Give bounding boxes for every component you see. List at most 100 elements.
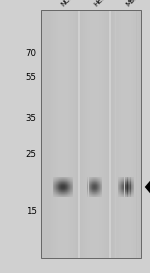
Bar xyxy=(88,192,89,193)
Bar xyxy=(65,184,66,185)
Bar xyxy=(117,10,118,258)
Bar xyxy=(129,189,130,190)
Bar xyxy=(50,10,51,258)
Bar xyxy=(55,179,56,180)
Bar xyxy=(61,188,62,189)
Bar xyxy=(56,179,57,180)
Bar xyxy=(127,191,128,192)
Bar xyxy=(124,180,125,181)
Bar xyxy=(63,191,64,192)
Bar xyxy=(94,196,95,197)
Bar xyxy=(58,192,59,193)
Bar xyxy=(54,10,55,258)
Bar xyxy=(56,177,57,178)
Bar xyxy=(98,193,99,194)
Bar xyxy=(54,194,55,195)
Bar xyxy=(118,191,119,192)
Text: Ms.liver: Ms.liver xyxy=(124,0,148,8)
Bar xyxy=(89,185,90,186)
Bar xyxy=(121,183,122,184)
Bar xyxy=(96,188,97,189)
Bar xyxy=(59,196,60,197)
Bar xyxy=(72,196,73,197)
Bar xyxy=(71,189,72,190)
Bar xyxy=(98,196,99,197)
Bar xyxy=(92,179,93,180)
Bar xyxy=(101,180,102,181)
Bar xyxy=(124,189,125,190)
Bar xyxy=(55,193,56,194)
Bar xyxy=(75,10,76,258)
Bar xyxy=(133,188,134,189)
Bar xyxy=(100,192,101,193)
Bar xyxy=(65,182,66,183)
Bar xyxy=(61,187,62,188)
Bar xyxy=(98,180,99,181)
Bar xyxy=(68,179,69,180)
Bar xyxy=(54,183,55,184)
Bar xyxy=(122,192,123,193)
Bar xyxy=(119,190,120,191)
Bar xyxy=(119,196,120,197)
Bar xyxy=(57,193,58,194)
Bar xyxy=(63,178,64,179)
Bar xyxy=(91,192,92,193)
Bar xyxy=(126,195,127,196)
Bar xyxy=(67,196,68,197)
Bar xyxy=(127,188,128,189)
Bar xyxy=(129,183,130,184)
Bar xyxy=(63,10,64,258)
Bar xyxy=(93,190,94,191)
Bar xyxy=(98,179,99,180)
Bar xyxy=(133,181,134,182)
Bar xyxy=(133,185,134,186)
Bar xyxy=(60,183,61,184)
Bar xyxy=(59,188,60,189)
Bar xyxy=(58,195,59,196)
Bar xyxy=(69,191,70,192)
Bar xyxy=(99,177,100,178)
Bar xyxy=(133,10,134,258)
Bar xyxy=(125,189,126,190)
Bar xyxy=(93,181,94,182)
Bar xyxy=(72,182,73,183)
Bar xyxy=(70,179,71,180)
Bar xyxy=(132,193,133,194)
Bar xyxy=(97,193,98,194)
Bar xyxy=(89,180,90,181)
Bar xyxy=(72,181,73,182)
Bar xyxy=(67,181,68,182)
Bar xyxy=(100,184,101,185)
Bar xyxy=(123,195,124,196)
Bar xyxy=(132,177,133,178)
Bar xyxy=(71,186,72,187)
Bar xyxy=(71,183,72,184)
Bar xyxy=(63,187,64,188)
Bar xyxy=(122,190,123,191)
Bar xyxy=(91,195,92,196)
Bar xyxy=(67,185,68,186)
Bar xyxy=(67,192,68,193)
Bar xyxy=(61,190,62,191)
Bar xyxy=(62,179,63,180)
Bar xyxy=(91,180,92,181)
Bar xyxy=(95,182,96,183)
Bar xyxy=(69,184,70,185)
Bar xyxy=(54,187,55,188)
Bar xyxy=(61,182,62,183)
Bar xyxy=(61,191,62,192)
Bar xyxy=(98,184,99,185)
Bar xyxy=(58,185,59,186)
Bar xyxy=(125,183,126,184)
Bar xyxy=(61,185,62,186)
Bar xyxy=(101,185,102,186)
Bar xyxy=(53,186,54,187)
Bar xyxy=(59,189,60,190)
Bar xyxy=(98,186,99,187)
Bar xyxy=(70,195,71,196)
Bar xyxy=(123,10,124,258)
Bar xyxy=(69,194,70,195)
Bar xyxy=(125,196,126,197)
Bar xyxy=(57,182,58,183)
Bar xyxy=(95,183,96,184)
